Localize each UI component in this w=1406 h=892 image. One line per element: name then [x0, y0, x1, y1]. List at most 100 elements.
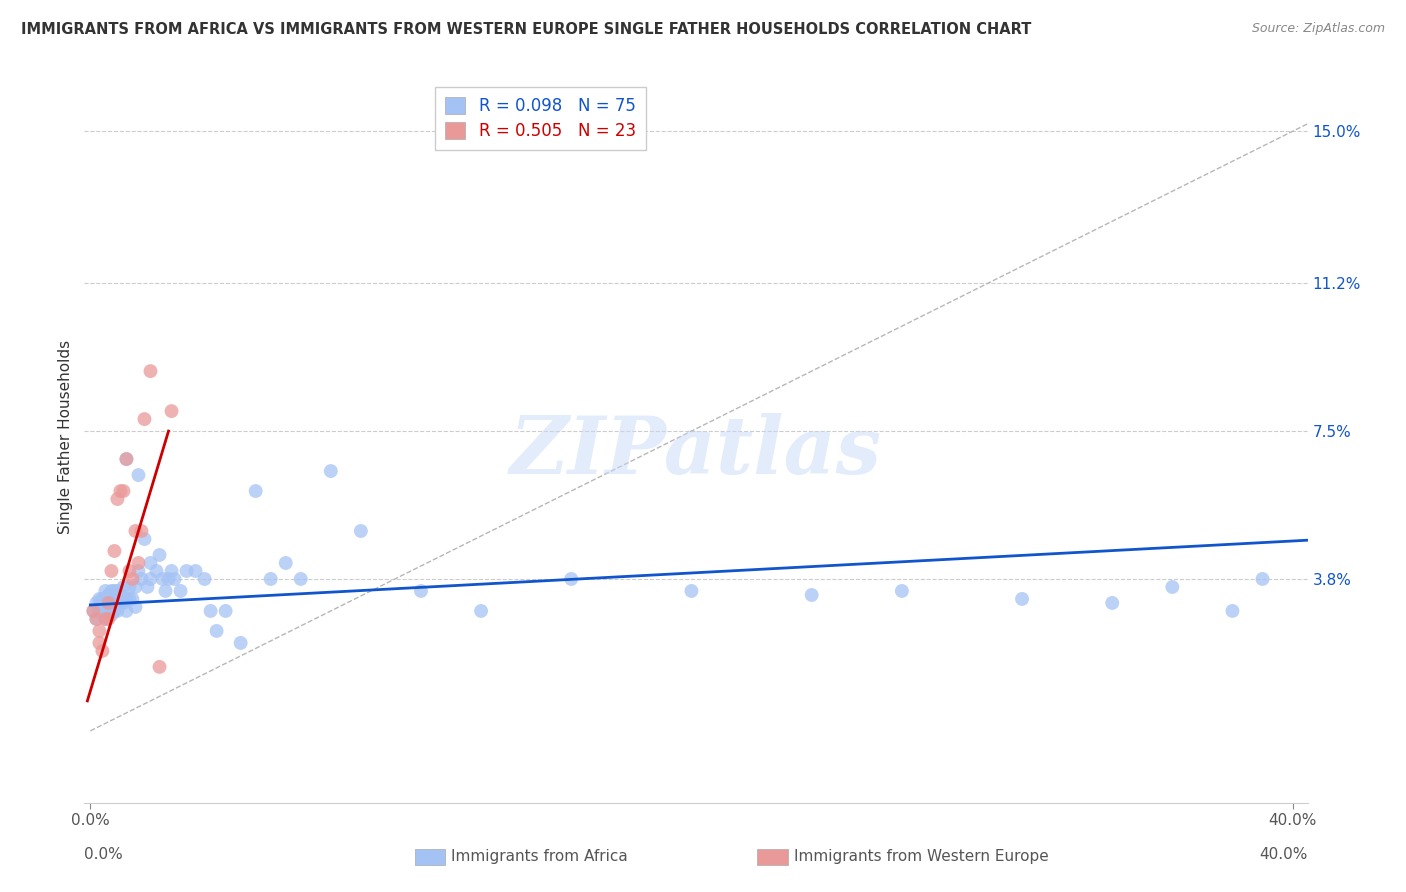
Point — [103, 596, 125, 610]
Point — [350, 524, 373, 538]
Text: IMMIGRANTS FROM AFRICA VS IMMIGRANTS FROM WESTERN EUROPE SINGLE FATHER HOUSEHOLD: IMMIGRANTS FROM AFRICA VS IMMIGRANTS FRO… — [21, 22, 1032, 37]
Point — [800, 588, 823, 602]
Point — [100, 584, 122, 599]
Point — [97, 596, 120, 610]
Point — [112, 596, 135, 610]
Text: 40.0%: 40.0% — [1260, 847, 1308, 862]
Point — [1101, 596, 1123, 610]
Point — [319, 464, 342, 478]
Point — [115, 452, 138, 467]
Point — [194, 572, 217, 586]
Point — [97, 596, 120, 610]
Point — [94, 612, 117, 626]
Text: 0.0%: 0.0% — [84, 847, 124, 862]
Text: Immigrants from Africa: Immigrants from Africa — [451, 848, 628, 863]
Point — [115, 452, 138, 467]
Point — [152, 572, 174, 586]
Point — [82, 604, 104, 618]
Point — [409, 584, 432, 599]
Point — [1161, 580, 1184, 594]
Point — [157, 572, 180, 586]
Point — [107, 584, 129, 599]
Point — [139, 364, 162, 378]
Point — [160, 404, 183, 418]
Point — [124, 599, 146, 614]
Point — [470, 604, 492, 618]
Point — [118, 591, 141, 606]
Point — [1011, 591, 1033, 606]
Point — [112, 580, 135, 594]
Point — [169, 584, 191, 599]
Point — [94, 599, 117, 614]
Point — [89, 624, 111, 638]
Point — [97, 612, 120, 626]
Point — [115, 604, 138, 618]
Point — [274, 556, 297, 570]
Point — [1251, 572, 1274, 586]
Text: ZIPatlas: ZIPatlas — [510, 413, 882, 491]
Point — [134, 532, 156, 546]
Point — [148, 660, 170, 674]
Point — [110, 483, 132, 498]
Point — [136, 580, 159, 594]
Point — [134, 412, 156, 426]
Point — [681, 584, 703, 599]
Point — [176, 564, 198, 578]
Bar — [758, 849, 787, 865]
Point — [107, 604, 129, 618]
Point — [103, 584, 125, 599]
Point — [89, 599, 111, 614]
Point — [118, 564, 141, 578]
Point — [148, 548, 170, 562]
Point — [139, 572, 162, 586]
Point — [205, 624, 228, 638]
Point — [131, 572, 153, 586]
Point — [560, 572, 582, 586]
Point — [94, 584, 117, 599]
Point — [89, 604, 111, 618]
Point — [229, 636, 252, 650]
Point — [155, 584, 177, 599]
Point — [145, 564, 167, 578]
Text: Immigrants from Western Europe: Immigrants from Western Europe — [794, 848, 1049, 863]
Point — [94, 591, 117, 606]
Point — [124, 580, 146, 594]
Point — [91, 607, 114, 622]
Point — [260, 572, 283, 586]
Y-axis label: Single Father Households: Single Father Households — [58, 340, 73, 534]
Bar — [415, 849, 446, 865]
Point — [112, 483, 135, 498]
Point — [127, 556, 149, 570]
Point — [1222, 604, 1244, 618]
Point — [110, 596, 132, 610]
Point — [103, 604, 125, 618]
Point — [245, 483, 267, 498]
Point — [118, 580, 141, 594]
Point — [127, 564, 149, 578]
Point — [890, 584, 912, 599]
Point — [115, 591, 138, 606]
Point — [100, 564, 122, 578]
Point — [124, 524, 146, 538]
Text: Source: ZipAtlas.com: Source: ZipAtlas.com — [1251, 22, 1385, 36]
Point — [89, 591, 111, 606]
Point — [121, 572, 143, 586]
Point — [131, 524, 153, 538]
Point — [214, 604, 236, 618]
Point — [91, 591, 114, 606]
Point — [97, 604, 120, 618]
Point — [82, 604, 104, 618]
Point — [86, 612, 108, 626]
Point — [121, 591, 143, 606]
Point — [94, 612, 117, 626]
Point — [107, 491, 129, 506]
Point — [91, 644, 114, 658]
Point — [89, 636, 111, 650]
Point — [97, 588, 120, 602]
Point — [290, 572, 312, 586]
Point — [107, 591, 129, 606]
Point — [100, 607, 122, 622]
Point — [86, 596, 108, 610]
Point — [184, 564, 207, 578]
Point — [163, 572, 186, 586]
